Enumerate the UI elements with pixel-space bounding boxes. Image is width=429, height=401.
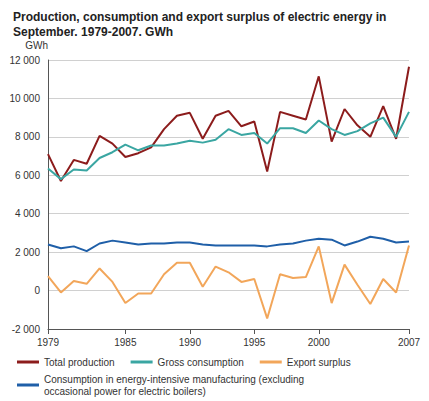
svg-text:Production, consumption and ex: Production, consumption and export surpl… <box>13 10 390 24</box>
svg-text:1995: 1995 <box>243 337 266 348</box>
svg-text:4 000: 4 000 <box>15 208 40 219</box>
svg-text:1990: 1990 <box>179 337 202 348</box>
svg-text:10 000: 10 000 <box>9 93 40 104</box>
svg-text:Gross consumption: Gross consumption <box>158 357 244 368</box>
svg-text:occasional power for electric: occasional power for electric boilers) <box>44 386 206 397</box>
svg-text:8 000: 8 000 <box>15 131 40 142</box>
svg-text:1985: 1985 <box>114 337 137 348</box>
svg-text:Consumption in energy-intensiv: Consumption in energy-intensive manufact… <box>44 374 307 385</box>
svg-text:12 000: 12 000 <box>9 55 40 66</box>
svg-text:September. 1979-2007. GWh: September. 1979-2007. GWh <box>13 25 173 39</box>
svg-text:2 000: 2 000 <box>15 247 40 258</box>
svg-text:Total production: Total production <box>44 357 115 368</box>
svg-text:1979: 1979 <box>37 337 60 348</box>
svg-text:2000: 2000 <box>308 337 331 348</box>
svg-text:GWh: GWh <box>25 40 48 51</box>
svg-text:Export surplus: Export surplus <box>287 357 351 368</box>
svg-text:0: 0 <box>34 285 40 296</box>
svg-text:6 000: 6 000 <box>15 170 40 181</box>
svg-text:2007: 2007 <box>398 337 421 348</box>
svg-text:-2 000: -2 000 <box>12 324 41 335</box>
